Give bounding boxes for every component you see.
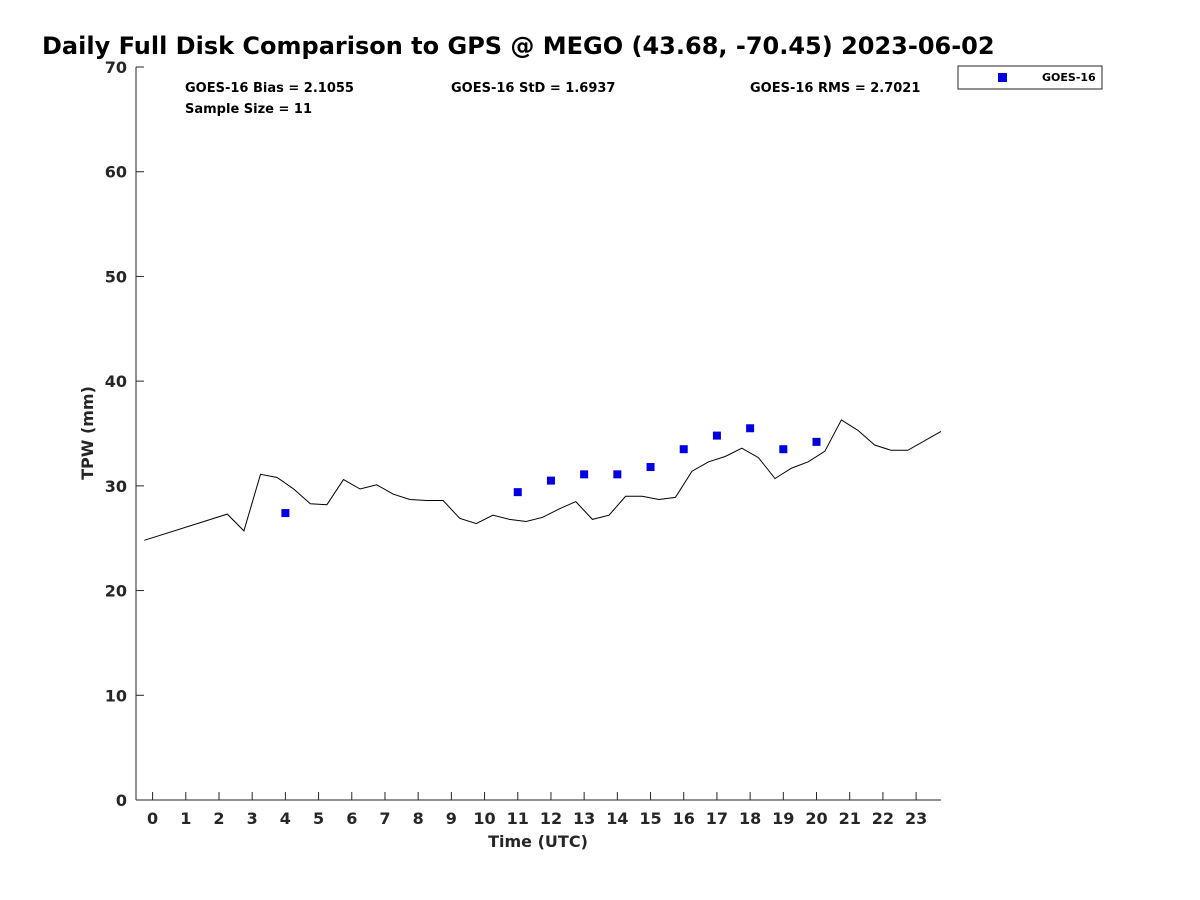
goes16-point — [513, 488, 522, 497]
x-tick-label: 8 — [413, 809, 424, 828]
goes16-point — [646, 463, 655, 472]
x-tick-label: 19 — [772, 809, 794, 828]
x-tick-label: 15 — [639, 809, 661, 828]
y-tick-label: 0 — [116, 791, 127, 810]
x-tick-label: 23 — [905, 809, 927, 828]
goes16-point — [746, 424, 755, 433]
goes16-point — [281, 509, 290, 518]
x-tick-label: 21 — [839, 809, 861, 828]
goes16-point — [613, 470, 622, 479]
x-tick-label: 12 — [540, 809, 562, 828]
x-tick-label: 14 — [606, 809, 628, 828]
y-ticks: 0 10 20 30 40 50 60 70 — [105, 58, 144, 810]
x-tick-label: 17 — [706, 809, 728, 828]
goes16-point — [679, 445, 688, 454]
legend-label: GOES-16 — [1042, 71, 1096, 84]
std-stat: GOES-16 StD = 1.6937 — [451, 81, 615, 96]
series-group — [144, 419, 942, 541]
x-tick-label: 10 — [473, 809, 495, 828]
gps-line — [144, 419, 942, 541]
x-ticks: 0 1 2 3 4 5 6 7 8 9 10 11 12 13 14 15 16 17 18 19 20 21 22 23 — [147, 792, 927, 828]
legend-box — [957, 65, 1103, 90]
x-tick-label: 4 — [280, 809, 291, 828]
bias-stat: GOES-16 Bias = 2.1055 — [185, 81, 354, 96]
y-axis-label: TPW (mm) — [78, 386, 97, 480]
rms-stat: GOES-16 RMS = 2.7021 — [750, 81, 920, 96]
x-tick-label: 1 — [180, 809, 191, 828]
x-tick-label: 18 — [739, 809, 761, 828]
goes16-point — [580, 470, 589, 479]
x-tick-label: 16 — [673, 809, 695, 828]
goes16-point — [779, 445, 788, 454]
sample-size-stat: Sample Size = 11 — [185, 102, 312, 117]
axes — [135, 67, 941, 801]
x-tick-label: 13 — [573, 809, 595, 828]
y-tick-label: 20 — [105, 582, 127, 601]
x-tick-label: 7 — [379, 809, 390, 828]
goes16-point — [812, 437, 821, 446]
x-tick-label: 11 — [507, 809, 529, 828]
x-tick-label: 20 — [805, 809, 827, 828]
legend-marker — [998, 73, 1007, 82]
y-tick-label: 40 — [105, 372, 127, 391]
x-tick-label: 9 — [446, 809, 457, 828]
chart-title: Daily Full Disk Comparison to GPS @ MEGO… — [42, 32, 995, 60]
x-axis-label: Time (UTC) — [488, 832, 588, 851]
x-tick-label: 0 — [147, 809, 158, 828]
y-tick-label: 50 — [105, 267, 127, 286]
x-tick-label: 22 — [872, 809, 894, 828]
legend: GOES-16 — [957, 65, 1103, 90]
y-tick-label: 70 — [105, 58, 127, 77]
y-tick-label: 10 — [105, 686, 127, 705]
x-tick-label: 6 — [346, 809, 357, 828]
x-tick-label: 5 — [313, 809, 324, 828]
x-tick-label: 2 — [213, 809, 224, 828]
goes16-point — [712, 431, 721, 440]
y-tick-label: 30 — [105, 477, 127, 496]
x-tick-label: 3 — [247, 809, 258, 828]
y-tick-label: 60 — [105, 163, 127, 182]
goes16-point — [546, 476, 555, 485]
